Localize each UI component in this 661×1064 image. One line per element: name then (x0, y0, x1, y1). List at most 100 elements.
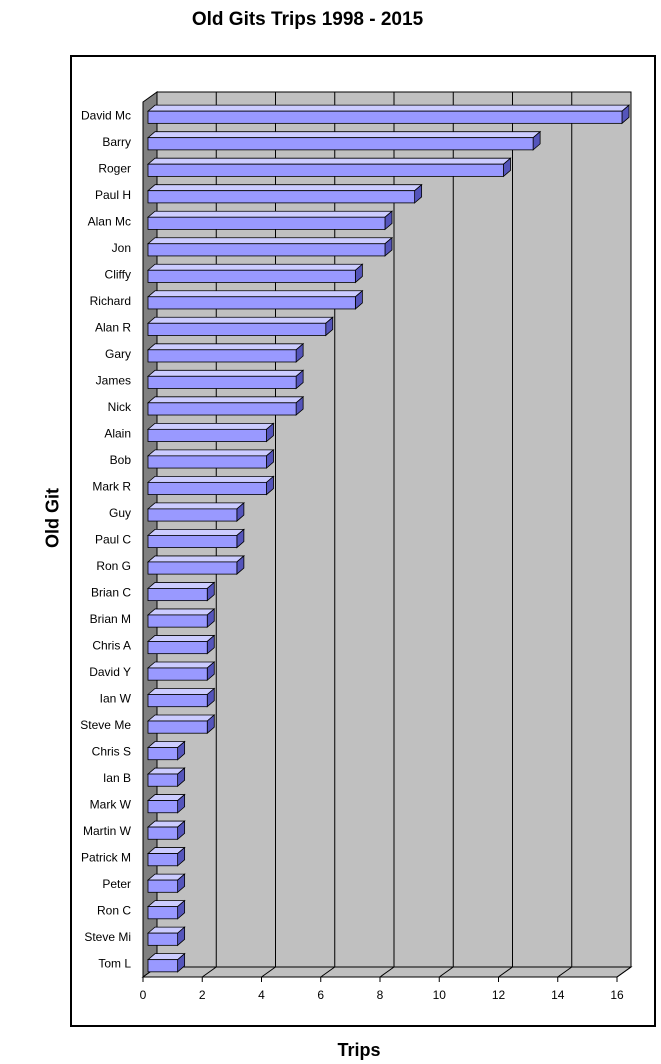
bar-front-face (147, 800, 179, 814)
bar (146, 661, 216, 682)
bar (146, 767, 186, 788)
bar-front-face (147, 375, 297, 389)
bar-front-face (147, 163, 504, 177)
category-label: Ian W (100, 692, 132, 706)
x-tick-label: 4 (258, 988, 265, 1002)
bar-top-face (146, 369, 305, 377)
bar-top-face (146, 529, 245, 536)
category-label: Steve Mi (84, 930, 131, 944)
bar-front-face (147, 535, 238, 548)
bar-front-face (147, 614, 208, 628)
bar-front-face (147, 826, 179, 840)
bar-front-face (147, 747, 179, 761)
x-tick-label: 16 (610, 988, 624, 1002)
category-label: James (96, 373, 131, 387)
grid-line-floor (261, 966, 276, 978)
bar-front-face (147, 296, 356, 310)
bar-front-face (147, 216, 386, 230)
grid-line-floor (379, 966, 395, 978)
bar (146, 634, 216, 655)
x-tick-label: 6 (317, 988, 324, 1002)
category-label: Patrick M (81, 851, 131, 865)
x-tick-label: 12 (492, 988, 506, 1002)
bar-front-face (147, 667, 208, 681)
bar-front-face (147, 243, 386, 257)
bar-top-face (146, 104, 631, 112)
x-tick-label: 8 (377, 988, 384, 1002)
bar (146, 183, 423, 204)
category-label: Ian B (103, 771, 131, 785)
bar-top-face (146, 688, 216, 695)
bar (146, 873, 186, 894)
bar-front-face (147, 959, 179, 973)
grid-line-floor (557, 966, 573, 978)
bar-top-face (146, 131, 542, 139)
bar-top-face (146, 661, 216, 669)
bar-front-face (147, 588, 208, 602)
bar (146, 104, 631, 125)
bar-front-face (147, 932, 179, 946)
x-tick-label: 0 (140, 988, 147, 1002)
bar (146, 448, 275, 469)
category-label: Chris A (92, 639, 131, 653)
bar-top-face (146, 210, 394, 218)
bar-top-face (146, 555, 245, 563)
bar (146, 130, 542, 151)
category-label: Jon (112, 241, 131, 255)
bar-front-face (147, 641, 208, 655)
category-label: Alain (104, 426, 131, 440)
category-label: Roger (98, 161, 131, 175)
bar-front-face (147, 455, 267, 469)
bar (146, 342, 305, 363)
bar-front-face (147, 561, 238, 575)
bar-top-face (146, 475, 275, 483)
bar-top-face (146, 343, 305, 351)
grid-line-floor (438, 966, 454, 978)
bar-front-face (147, 110, 623, 124)
category-label: Brian M (90, 612, 131, 626)
category-label: Ron G (96, 559, 131, 573)
category-label: David Mc (81, 108, 131, 122)
bar-front-face (147, 349, 297, 363)
bar-top-face (146, 290, 364, 298)
category-labels: David Mc Barry Roger Paul H Alan Mc Jon Cliffy… (80, 108, 132, 970)
category-label: Alan Mc (88, 214, 131, 228)
bar (146, 899, 186, 920)
category-label: Peter (102, 877, 131, 891)
bar (146, 581, 216, 602)
bar (146, 157, 512, 178)
grid-line-floor (498, 966, 513, 978)
bar-top-face (146, 396, 305, 404)
bar-front-face (147, 906, 179, 920)
category-label: Ron C (97, 904, 131, 918)
bar-front-face (147, 720, 208, 734)
grid-line-floor (320, 966, 336, 978)
bar-top-face (146, 449, 275, 457)
category-label: Mark W (90, 798, 132, 812)
chart-title: Old Gits Trips 1998 - 2015 (191, 9, 424, 30)
bar (146, 555, 245, 575)
x-tick-label: 2 (199, 988, 206, 1002)
category-label: Richard (90, 294, 131, 308)
grid-line-floor (616, 966, 632, 978)
bar (146, 210, 394, 231)
bar-front-face (147, 508, 238, 522)
category-label: Tom L (98, 957, 131, 971)
bar (146, 714, 216, 735)
category-label: Paul C (95, 533, 131, 547)
category-label: Alan R (95, 320, 131, 334)
category-label: Cliffy (105, 267, 131, 281)
bar (146, 793, 186, 814)
category-label: Nick (108, 400, 132, 414)
bar (146, 528, 245, 549)
x-tick-label: 10 (433, 988, 447, 1002)
bar (146, 952, 186, 973)
category-label: Steve Me (80, 718, 131, 732)
bar-front-face (147, 481, 267, 495)
bar-top-face (146, 316, 334, 324)
bar (146, 608, 216, 629)
bar (146, 740, 186, 761)
bar (146, 846, 186, 867)
bar (146, 369, 305, 390)
bar (146, 422, 275, 443)
